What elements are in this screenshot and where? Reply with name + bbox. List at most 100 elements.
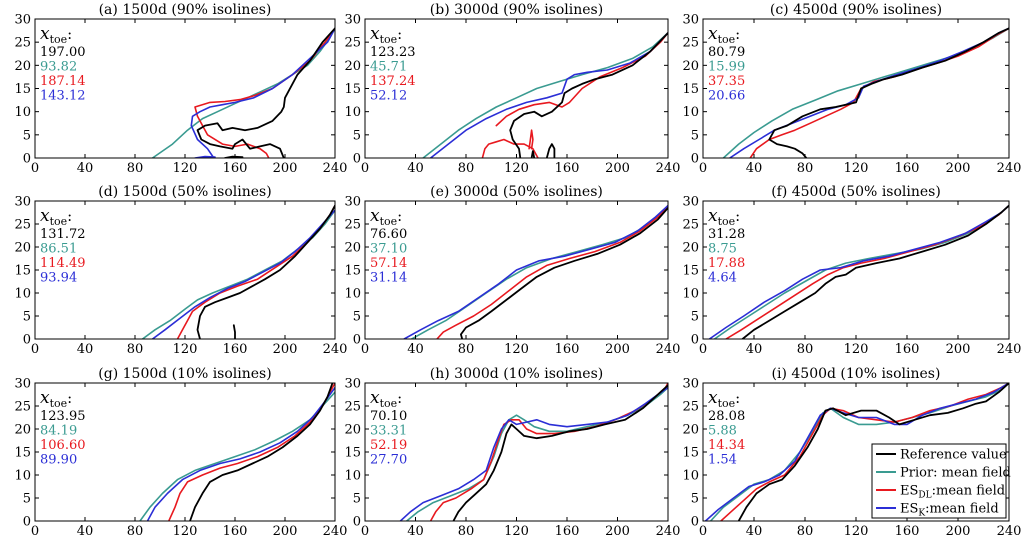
legend-label-prior: Prior: mean field [900,466,1011,481]
xtoe-value-prior: 15.99 [708,60,745,75]
x-tick-label: 40 [77,161,94,176]
xtoe-value-ref: 28.08 [708,409,745,424]
line-esdl-seg-0 [429,383,668,521]
x-tick-label: 80 [797,342,814,357]
line-esdl-seg-0 [168,383,335,521]
y-tick-label: 15 [344,264,361,279]
line-esdl-seg-0 [436,204,668,339]
x-tick-label: 160 [223,342,248,357]
y-tick-label: 5 [691,128,699,143]
x-tick-label: 160 [223,524,248,539]
x-tick-label: 240 [656,524,681,539]
y-tick-label: 20 [344,241,361,256]
x-tick-label: 40 [407,524,424,539]
x-tick-label: 80 [797,161,814,176]
line-prior-seg-0 [410,204,668,339]
y-tick-label: 30 [682,195,699,210]
line-ref-seg-0 [737,383,1009,521]
y-tick-label: 25 [682,400,699,415]
x-tick-label: 120 [504,524,529,539]
x-tick-label: 40 [407,342,424,357]
x-tick-label: 240 [323,161,348,176]
y-tick-label: 10 [344,105,361,120]
y-tick-label: 25 [344,400,361,415]
xtoe-label: xtoe: [40,24,72,46]
line-prior-seg-0 [422,32,668,158]
x-tick-label: 0 [31,524,39,539]
line-ref-seg-0 [189,383,334,521]
y-tick-label: 5 [691,310,699,325]
legend-label-ref: Reference value [900,448,1007,463]
xtoe-value-esdl: 137.24 [370,74,416,89]
x-tick-label: 240 [323,342,348,357]
panel-6: 0 40 80 120 160 200 240 0 5 10 15 20 25 30 (f) 4500d (… [682,184,1021,357]
series-lines [141,204,335,339]
xtoe-label: xtoe: [40,206,72,228]
y-tick-label: 10 [344,287,361,302]
line-ref-seg-2 [530,150,536,158]
x-tick-label: 80 [458,161,475,176]
x-tick-label: 40 [746,161,763,176]
x-tick-label: 160 [223,161,248,176]
y-tick-label: 20 [14,423,31,438]
y-tick-label: 10 [14,105,31,120]
y-tick-label: 5 [23,128,31,143]
y-tick-label: 0 [691,152,699,167]
x-tick-label: 80 [797,524,814,539]
y-tick-label: 20 [682,241,699,256]
line-ref-seg-1 [545,143,556,158]
panel-4: 0 40 80 120 160 200 240 0 5 10 15 20 25 30 (d) 1500d (… [14,184,347,357]
x-tick-label: 200 [946,342,971,357]
xtoe-value-esdl: 106.60 [40,438,86,453]
xtoe-value-ref: 123.23 [370,45,416,60]
x-tick-label: 240 [997,524,1022,539]
line-ref-seg-0 [452,384,668,521]
series-lines [704,383,1009,521]
x-tick-label: 0 [361,161,369,176]
x-tick-label: 120 [844,161,869,176]
series-lines [722,27,1009,158]
x-tick-label: 40 [77,342,94,357]
axes-frame [364,382,669,522]
y-tick-label: 0 [691,333,699,348]
line-esk-seg-0 [729,27,1009,158]
xtoe-value-ref: 80.79 [708,45,745,60]
x-tick-label: 0 [361,342,369,357]
x-tick-label: 240 [656,161,681,176]
panel-7: 0 40 80 120 160 200 240 0 5 10 15 20 25 30 (g) 1500d (… [14,366,347,539]
x-tick-label: 200 [946,524,971,539]
x-tick-label: 160 [555,524,580,539]
x-tick-label: 40 [746,524,763,539]
xtoe-value-esdl: 114.49 [40,256,86,271]
xtoe-value-prior: 33.31 [370,424,407,439]
y-tick-label: 5 [353,128,361,143]
x-tick-label: 120 [504,342,529,357]
line-esk-seg-0 [190,27,335,158]
panel-title: (d) 1500d (50% isolines) [98,184,271,200]
line-ref-seg-0 [196,27,335,158]
panel-3: 0 40 80 120 160 200 240 0 5 10 15 20 25 30 (c) 4500d (… [682,2,1021,176]
y-tick-label: 30 [682,377,699,392]
line-esdl-seg-0 [176,204,335,339]
x-tick-label: 0 [361,524,369,539]
x-tick-label: 40 [407,161,424,176]
xtoe-value-esdl: 187.14 [40,74,86,89]
x-tick-label: 120 [173,524,198,539]
panel-title: (a) 1500d (90% isolines) [99,2,272,18]
xtoe-value-esk: 52.12 [370,89,407,104]
x-tick-label: 160 [895,342,920,357]
xtoe-label: xtoe: [370,206,402,228]
xtoe-value-ref: 31.28 [708,227,745,242]
y-tick-label: 10 [14,287,31,302]
y-tick-label: 25 [682,36,699,51]
x-tick-label: 200 [273,161,298,176]
line-esdl-seg-0 [725,204,1009,339]
line-esk-seg-0 [708,204,1009,339]
xtoe-value-prior: 93.82 [40,60,77,75]
xtoe-value-ref: 76.60 [370,227,407,242]
line-esdl-seg-0 [720,383,1009,521]
xtoe-value-esk: 4.64 [708,271,737,286]
legend-label-esk: ESK:mean field [900,502,999,519]
line-esdl-seg-2 [528,129,534,150]
